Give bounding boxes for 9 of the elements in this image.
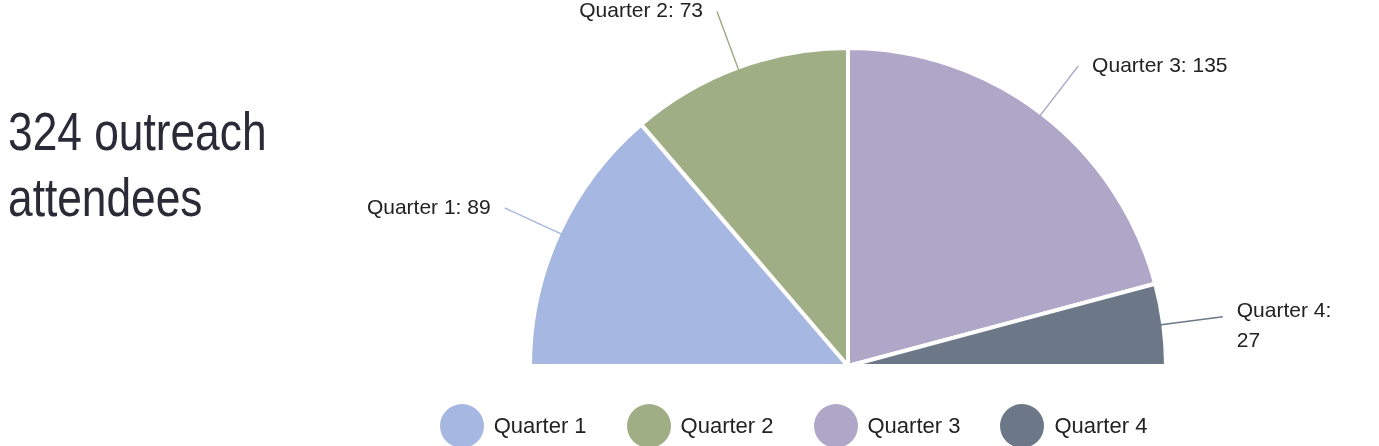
data-label: Quarter 4: 27 xyxy=(1236,298,1332,352)
legend-label: Quarter 4 xyxy=(1054,413,1148,439)
legend-label: Quarter 3 xyxy=(867,413,961,439)
legend-label: Quarter 1 xyxy=(493,413,587,439)
legend-label: Quarter 2 xyxy=(680,413,774,439)
data-label: Quarter 1: 89 xyxy=(366,194,491,218)
data-label: Quarter 3: 135 xyxy=(1092,52,1228,76)
data-label: Quarter 2: 73 xyxy=(579,0,703,22)
text: 324 outreach attendees xyxy=(8,100,268,229)
